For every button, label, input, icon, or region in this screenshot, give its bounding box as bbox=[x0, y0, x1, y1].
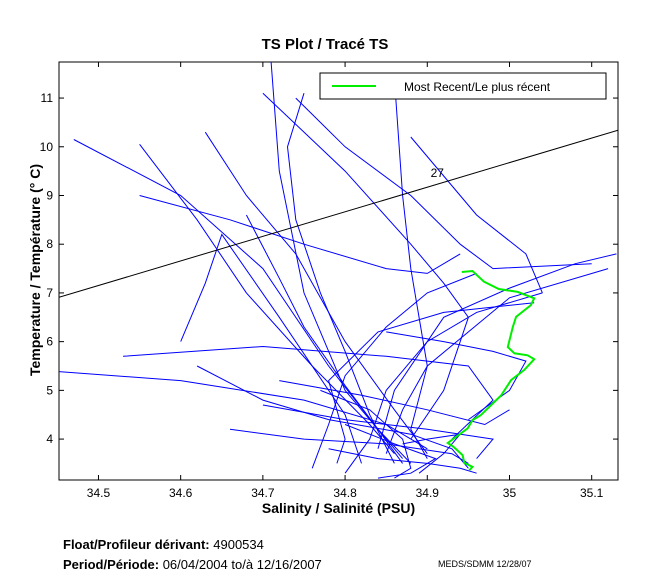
y-tick-label: 5 bbox=[46, 383, 53, 397]
axes-group: 34.5 34.6 34.7 34.8 34.9 35 35.1 4 5 6 7 8 9 10 11 bbox=[40, 62, 618, 500]
period-sep: to/à bbox=[231, 557, 254, 572]
y-tick-label: 7 bbox=[46, 286, 53, 300]
profile-line-11 bbox=[385, 268, 609, 454]
profile-line-13 bbox=[328, 302, 535, 464]
density-contour-group bbox=[59, 129, 618, 298]
density-contour-label: 27 bbox=[431, 166, 445, 180]
x-tick-label: 34.5 bbox=[87, 486, 111, 500]
float-info: Float/Profileur dérivant: 4900534 bbox=[63, 537, 264, 552]
legend: Most Recent/Le plus récent bbox=[319, 72, 607, 100]
y-tick-label: 10 bbox=[40, 140, 54, 154]
x-tick-label: 34.7 bbox=[251, 486, 275, 500]
profile-line-22 bbox=[344, 424, 437, 479]
profile-line-26 bbox=[328, 448, 477, 474]
profile-line-15 bbox=[139, 195, 461, 274]
x-tick-label: 34.9 bbox=[416, 486, 440, 500]
x-axis-label: Salinity / Salinité (PSU) bbox=[261, 500, 416, 516]
profile-line-14 bbox=[311, 272, 477, 469]
float-label: Float/Profileur dérivant: bbox=[63, 537, 210, 552]
profile-line-23 bbox=[245, 214, 404, 464]
chart-title: TS Plot / Tracé TS bbox=[261, 36, 389, 53]
y-tick-label: 6 bbox=[46, 335, 53, 349]
period-end: 12/16/2007 bbox=[256, 557, 322, 572]
y-tick-label: 8 bbox=[46, 237, 53, 251]
profile-line-0 bbox=[270, 62, 403, 459]
y-tick-label: 4 bbox=[46, 432, 53, 446]
profile-line-20 bbox=[279, 380, 510, 426]
x-tick-label: 35 bbox=[503, 486, 517, 500]
profile-line-18 bbox=[229, 428, 469, 464]
credit-text: MEDS/SDMM 12/28/07 bbox=[438, 559, 532, 569]
y-axis-label: Temperature / Température (° C) bbox=[27, 163, 43, 377]
profile-line-10 bbox=[377, 253, 617, 449]
profile-line-1 bbox=[73, 139, 412, 464]
profile-line-25 bbox=[386, 331, 527, 421]
profiles-group bbox=[59, 62, 617, 479]
profile-line-16 bbox=[410, 136, 543, 294]
profile-line-6 bbox=[295, 97, 592, 270]
profile-line-17 bbox=[196, 365, 469, 469]
period-label: Period/Période: bbox=[63, 557, 160, 572]
period-start: 06/04/2004 bbox=[162, 557, 228, 572]
x-tick-label: 34.6 bbox=[169, 486, 193, 500]
profile-line-4 bbox=[262, 92, 469, 440]
legend-label-most-recent: Most Recent/Le plus récent bbox=[404, 80, 551, 94]
profile-line-19 bbox=[262, 404, 494, 459]
x-tick-label: 34.8 bbox=[333, 486, 357, 500]
y-tick-label: 9 bbox=[46, 188, 53, 202]
x-tick-label: 35.1 bbox=[580, 486, 604, 500]
density-contour-line bbox=[59, 129, 618, 298]
most-recent-group bbox=[446, 269, 536, 471]
profile-line-24 bbox=[286, 93, 395, 464]
profile-line-12 bbox=[344, 292, 543, 474]
most-recent-profile-line bbox=[446, 269, 536, 471]
period-info: Period/Période: 06/04/2004 to/à 12/16/20… bbox=[63, 557, 322, 572]
y-tick-label: 11 bbox=[41, 91, 54, 105]
profile-line-5 bbox=[393, 78, 428, 459]
profile-line-2 bbox=[139, 143, 395, 455]
float-id: 4900534 bbox=[213, 537, 264, 552]
profile-line-21 bbox=[320, 389, 412, 479]
